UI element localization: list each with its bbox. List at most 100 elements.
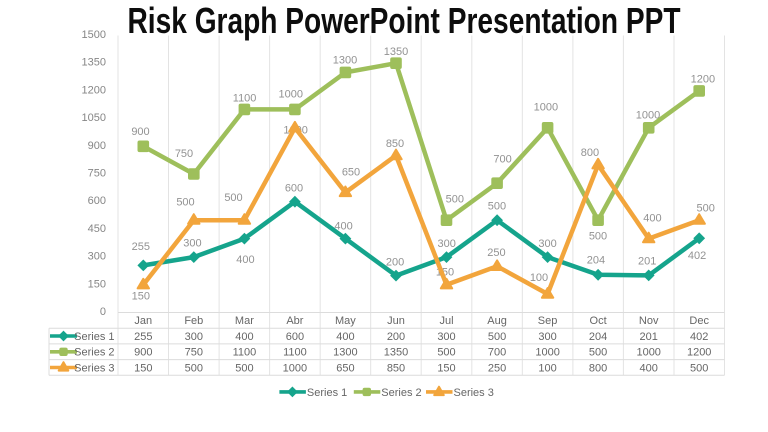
svg-text:201: 201 (640, 331, 658, 343)
svg-text:Series 3: Series 3 (454, 387, 494, 399)
svg-text:250: 250 (488, 362, 506, 374)
svg-text:900: 900 (134, 347, 152, 359)
svg-text:1350: 1350 (384, 46, 408, 58)
svg-text:1200: 1200 (687, 347, 711, 359)
svg-text:500: 500 (224, 192, 242, 204)
svg-text:400: 400 (235, 331, 253, 343)
svg-text:Dec: Dec (689, 315, 709, 327)
svg-text:200: 200 (386, 256, 404, 268)
svg-text:400: 400 (643, 213, 661, 225)
svg-text:300: 300 (538, 331, 556, 343)
svg-text:Jan: Jan (134, 315, 152, 327)
svg-text:Nov: Nov (639, 315, 659, 327)
svg-text:1300: 1300 (333, 55, 357, 67)
svg-text:650: 650 (342, 167, 360, 179)
svg-text:400: 400 (640, 362, 658, 374)
svg-text:1100: 1100 (233, 347, 257, 359)
svg-text:1350: 1350 (82, 57, 106, 69)
svg-text:Sep: Sep (538, 315, 558, 327)
svg-text:600: 600 (286, 331, 304, 343)
svg-text:750: 750 (185, 347, 203, 359)
svg-text:500: 500 (437, 347, 455, 359)
svg-text:May: May (335, 315, 356, 327)
svg-text:Series 3: Series 3 (74, 362, 114, 374)
svg-text:0: 0 (100, 306, 106, 318)
svg-text:1100: 1100 (283, 347, 307, 359)
svg-text:1050: 1050 (82, 112, 106, 124)
svg-text:700: 700 (488, 347, 506, 359)
svg-text:650: 650 (336, 362, 354, 374)
svg-text:500: 500 (488, 331, 506, 343)
svg-text:750: 750 (175, 148, 193, 160)
svg-text:1200: 1200 (691, 74, 715, 86)
svg-text:1000: 1000 (534, 102, 558, 114)
svg-text:255: 255 (134, 331, 152, 343)
svg-text:1500: 1500 (82, 29, 106, 41)
svg-text:Series 2: Series 2 (381, 387, 421, 399)
svg-text:150: 150 (437, 362, 455, 374)
svg-text:Jul: Jul (439, 315, 453, 327)
svg-text:500: 500 (176, 197, 194, 209)
svg-text:255: 255 (132, 241, 150, 253)
svg-text:Risk Graph PowerPoint Presenta: Risk Graph PowerPoint Presentation PPT (128, 0, 681, 41)
svg-text:204: 204 (587, 254, 605, 266)
svg-text:850: 850 (387, 362, 405, 374)
svg-text:500: 500 (697, 203, 715, 215)
svg-text:400: 400 (236, 254, 254, 266)
svg-text:1000: 1000 (279, 88, 303, 100)
svg-text:500: 500 (446, 194, 464, 206)
svg-text:402: 402 (688, 250, 706, 262)
svg-text:1000: 1000 (535, 347, 559, 359)
svg-text:200: 200 (387, 331, 405, 343)
svg-text:600: 600 (88, 195, 106, 207)
svg-text:700: 700 (493, 154, 511, 166)
svg-text:150: 150 (88, 278, 106, 290)
svg-text:1350: 1350 (384, 347, 408, 359)
svg-text:300: 300 (88, 251, 106, 263)
svg-text:300: 300 (185, 331, 203, 343)
svg-text:Aug: Aug (487, 315, 507, 327)
svg-text:1000: 1000 (283, 362, 307, 374)
svg-text:450: 450 (88, 223, 106, 235)
svg-text:250: 250 (487, 247, 505, 259)
svg-text:Jun: Jun (387, 315, 405, 327)
svg-text:150: 150 (134, 362, 152, 374)
svg-text:1100: 1100 (233, 92, 257, 104)
svg-text:Abr: Abr (286, 315, 303, 327)
svg-text:900: 900 (131, 126, 149, 138)
svg-text:600: 600 (285, 182, 303, 194)
svg-text:300: 300 (538, 238, 556, 250)
svg-text:500: 500 (488, 201, 506, 213)
svg-text:300: 300 (183, 238, 201, 250)
svg-text:Series 1: Series 1 (74, 331, 114, 343)
svg-text:500: 500 (589, 231, 607, 243)
svg-text:1200: 1200 (82, 84, 106, 96)
svg-text:100: 100 (530, 272, 548, 284)
svg-text:750: 750 (88, 168, 106, 180)
svg-text:850: 850 (386, 138, 404, 150)
svg-text:100: 100 (538, 362, 556, 374)
svg-text:Series 1: Series 1 (307, 387, 347, 399)
svg-text:400: 400 (334, 221, 352, 233)
svg-text:1000: 1000 (636, 347, 660, 359)
svg-text:204: 204 (589, 331, 607, 343)
svg-text:400: 400 (336, 331, 354, 343)
svg-text:900: 900 (88, 140, 106, 152)
svg-text:Feb: Feb (184, 315, 203, 327)
svg-text:300: 300 (438, 238, 456, 250)
svg-text:500: 500 (589, 347, 607, 359)
svg-text:150: 150 (132, 291, 150, 303)
svg-text:Oct: Oct (590, 315, 607, 327)
svg-text:500: 500 (235, 362, 253, 374)
svg-text:201: 201 (638, 256, 656, 268)
svg-text:1000: 1000 (636, 109, 660, 121)
svg-text:500: 500 (185, 362, 203, 374)
svg-text:800: 800 (581, 147, 599, 159)
svg-text:500: 500 (690, 362, 708, 374)
svg-text:1300: 1300 (333, 347, 357, 359)
svg-text:402: 402 (690, 331, 708, 343)
svg-text:300: 300 (437, 331, 455, 343)
svg-text:800: 800 (589, 362, 607, 374)
svg-text:Mar: Mar (235, 315, 254, 327)
svg-text:Series 2: Series 2 (74, 347, 114, 359)
